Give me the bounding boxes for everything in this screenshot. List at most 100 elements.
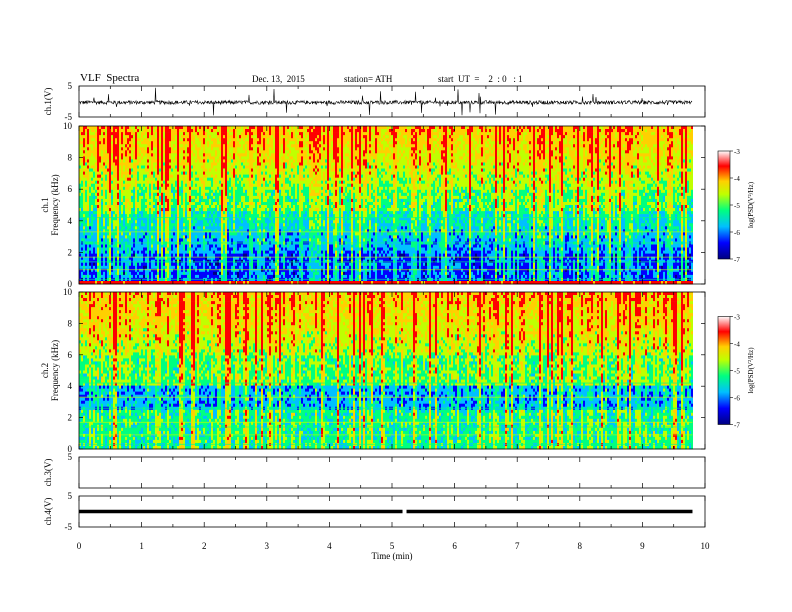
spectrogram-cell: [191, 186, 193, 191]
spectrogram-cell: [181, 235, 183, 239]
spectrogram-cell: [159, 126, 161, 130]
spectrogram-cell: [223, 244, 225, 248]
spectrogram-cell: [211, 259, 213, 264]
spectrogram-cell: [103, 192, 105, 197]
spectrogram-cell: [255, 186, 257, 191]
spectrogram-cell: [187, 153, 189, 157]
spectrogram-cell: [171, 256, 173, 261]
spectrogram-cell: [251, 126, 253, 130]
spectrogram-cell: [193, 162, 195, 166]
spectrogram-cell: [89, 153, 91, 157]
spectrogram-cell: [231, 168, 233, 172]
spectrogram-cell: [197, 138, 199, 142]
spectrogram-cell: [91, 177, 93, 182]
spectrogram-cell: [91, 262, 93, 267]
spectrogram-cell: [97, 195, 99, 200]
spectrogram-cell: [211, 180, 213, 185]
spectrogram-cell: [137, 220, 139, 224]
spectrogram-cell: [241, 162, 243, 166]
spectrogram-cell: [201, 268, 203, 273]
spectrogram-cell: [123, 220, 125, 224]
spectrogram-cell: [187, 250, 189, 255]
spectrogram-cell: [89, 144, 91, 148]
spectrogram-cell: [261, 265, 263, 270]
spectrogram-cell: [225, 174, 227, 179]
spectrogram-cell: [145, 214, 147, 218]
spectrogram-cell: [215, 147, 217, 151]
spectrogram-cell: [159, 186, 161, 191]
spectrogram-cell: [209, 159, 211, 163]
spectrogram-cell: [163, 250, 165, 255]
spectrogram-cell: [113, 271, 115, 276]
spectrogram-cell: [117, 147, 119, 151]
spectrogram-cell: [95, 205, 97, 209]
spectrogram-cell: [231, 198, 233, 203]
spectrogram-cell: [189, 186, 191, 191]
spectrogram-cell: [183, 229, 185, 233]
spectrogram-cell: [155, 183, 157, 188]
spectrogram-cell: [249, 281, 251, 285]
spectrogram-cell: [149, 156, 151, 160]
spectrogram-cell: [233, 174, 235, 179]
spectrogram-cell: [223, 253, 225, 258]
spectrogram-cell: [85, 202, 87, 206]
spectrogram-cell: [121, 214, 123, 218]
spectrogram-cell: [95, 268, 97, 273]
spectrogram-cell: [195, 217, 197, 221]
spectrogram-cell: [145, 244, 147, 248]
spectrogram-cell: [231, 244, 233, 248]
spectrogram-cell: [163, 226, 165, 230]
spectrogram-cell: [181, 205, 183, 209]
spectrogram-cell: [265, 238, 267, 242]
spectrogram-cell: [267, 150, 269, 154]
spectrogram-cell: [169, 171, 171, 176]
spectrogram-cell: [243, 186, 245, 191]
spectrogram-cell: [175, 202, 177, 206]
spectrogram-cell: [225, 162, 227, 166]
spectrogram-cell: [127, 208, 129, 212]
spectrogram-cell: [241, 165, 243, 169]
spectrogram-cell: [189, 162, 191, 166]
spectrogram-cell: [205, 165, 207, 169]
spectrogram-cell: [229, 253, 231, 258]
spectrogram-cell: [151, 150, 153, 154]
spectrogram-cell: [143, 217, 145, 221]
spectrogram-cell: [185, 265, 187, 270]
spectrogram-cell: [205, 141, 207, 145]
spectrogram-cell: [219, 220, 221, 224]
spectrogram-cell: [91, 226, 93, 230]
spectrogram-cell: [155, 259, 157, 264]
spectrogram-cell: [207, 189, 209, 194]
spectrogram-cell: [267, 211, 269, 215]
spectrogram-cell: [115, 256, 117, 261]
spectrogram-cell: [173, 171, 175, 176]
spectrogram-cell: [233, 202, 235, 206]
spectrogram-cell: [171, 232, 173, 236]
spectrogram-cell: [249, 153, 251, 157]
spectrogram-cell: [229, 138, 231, 142]
spectrogram-cell: [195, 281, 197, 285]
spectrogram-cell: [187, 281, 189, 285]
spectrogram-cell: [169, 177, 171, 182]
spectrogram-cell: [213, 147, 215, 151]
spectrogram-cell: [245, 223, 247, 227]
spectrogram-cell: [227, 138, 229, 142]
spectrogram-cell: [141, 205, 143, 209]
spectrogram-cell: [129, 211, 131, 215]
spectrogram-cell: [233, 268, 235, 273]
spectrogram-cell: [155, 205, 157, 209]
spectrogram-cell: [171, 229, 173, 233]
spectrogram-cell: [117, 156, 119, 160]
spectrogram-cell: [89, 271, 91, 276]
spectrogram-cell: [193, 274, 195, 279]
spectrogram-cell: [251, 165, 253, 169]
spectrogram-cell: [227, 268, 229, 273]
spectrogram-cell: [255, 135, 257, 139]
spectrogram-cell: [109, 223, 111, 227]
spectrogram-cell: [105, 165, 107, 169]
spectrogram-cell: [169, 153, 171, 157]
spectrogram-cell: [249, 189, 251, 194]
spectrogram-cell: [163, 138, 165, 142]
spectrogram-cell: [127, 202, 129, 206]
spectrogram-cell: [91, 153, 93, 157]
